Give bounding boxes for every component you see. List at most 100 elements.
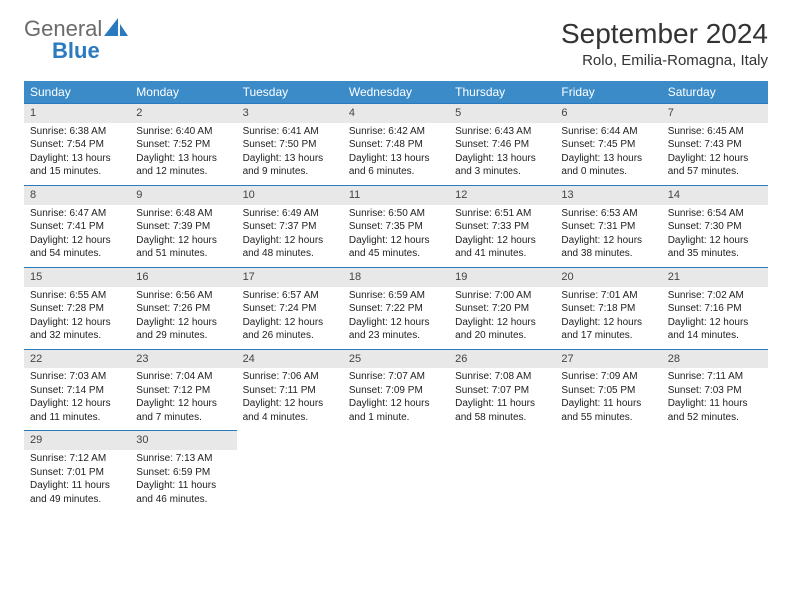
day-number: 18	[343, 268, 449, 287]
daylight-line: Daylight: 12 hours and 51 minutes.	[136, 234, 230, 261]
cell-content: Sunrise: 7:09 AMSunset: 7:05 PMDaylight:…	[555, 370, 661, 424]
calendar-cell: 14Sunrise: 6:54 AMSunset: 7:30 PMDayligh…	[662, 185, 768, 267]
daylight-line: Daylight: 12 hours and 23 minutes.	[349, 316, 443, 343]
sunrise-line: Sunrise: 7:06 AM	[243, 370, 337, 384]
sunrise-line: Sunrise: 7:12 AM	[30, 452, 124, 466]
cell-content: Sunrise: 7:12 AMSunset: 7:01 PMDaylight:…	[24, 452, 130, 506]
calendar-cell: 26Sunrise: 7:08 AMSunset: 7:07 PMDayligh…	[449, 349, 555, 431]
day-number: 24	[237, 350, 343, 369]
cell-content: Sunrise: 6:55 AMSunset: 7:28 PMDaylight:…	[24, 289, 130, 343]
sunrise-line: Sunrise: 7:01 AM	[561, 289, 655, 303]
brand-text: General Blue	[24, 18, 130, 63]
sunrise-line: Sunrise: 6:40 AM	[136, 125, 230, 139]
cell-content: Sunrise: 7:13 AMSunset: 6:59 PMDaylight:…	[130, 452, 236, 506]
cell-content: Sunrise: 7:00 AMSunset: 7:20 PMDaylight:…	[449, 289, 555, 343]
daylight-line: Daylight: 12 hours and 54 minutes.	[30, 234, 124, 261]
daylight-line: Daylight: 12 hours and 41 minutes.	[455, 234, 549, 261]
daylight-line: Daylight: 13 hours and 12 minutes.	[136, 152, 230, 179]
sunrise-line: Sunrise: 6:51 AM	[455, 207, 549, 221]
cell-content: Sunrise: 6:51 AMSunset: 7:33 PMDaylight:…	[449, 207, 555, 261]
sunrise-line: Sunrise: 7:02 AM	[668, 289, 762, 303]
calendar-cell: 9 Sunrise: 6:48 AMSunset: 7:39 PMDaylight…	[130, 185, 236, 267]
cell-content: Sunrise: 6:42 AMSunset: 7:48 PMDaylight:…	[343, 125, 449, 179]
daylight-line: Daylight: 12 hours and 7 minutes.	[136, 397, 230, 424]
calendar-cell: 21Sunrise: 7:02 AMSunset: 7:16 PMDayligh…	[662, 267, 768, 349]
day-number: 28	[662, 350, 768, 369]
calendar-cell: 20Sunrise: 7:01 AMSunset: 7:18 PMDayligh…	[555, 267, 661, 349]
daylight-line: Daylight: 13 hours and 0 minutes.	[561, 152, 655, 179]
sunset-line: Sunset: 7:14 PM	[30, 384, 124, 398]
sunrise-line: Sunrise: 6:54 AM	[668, 207, 762, 221]
sunset-line: Sunset: 7:35 PM	[349, 220, 443, 234]
cell-content: Sunrise: 6:40 AMSunset: 7:52 PMDaylight:…	[130, 125, 236, 179]
cell-content: Sunrise: 7:03 AMSunset: 7:14 PMDaylight:…	[24, 370, 130, 424]
weekday-header: Sunday	[24, 81, 130, 103]
sunrise-line: Sunrise: 6:38 AM	[30, 125, 124, 139]
calendar-cell: 30Sunrise: 7:13 AMSunset: 6:59 PMDayligh…	[130, 430, 236, 512]
cell-content: Sunrise: 6:56 AMSunset: 7:26 PMDaylight:…	[130, 289, 236, 343]
sunrise-line: Sunrise: 7:09 AM	[561, 370, 655, 384]
sunrise-line: Sunrise: 6:59 AM	[349, 289, 443, 303]
daylight-line: Daylight: 13 hours and 15 minutes.	[30, 152, 124, 179]
sunrise-line: Sunrise: 6:55 AM	[30, 289, 124, 303]
calendar-body: 1Sunrise: 6:38 AMSunset: 7:54 PMDaylight…	[24, 103, 768, 512]
calendar-cell: 4 Sunrise: 6:42 AMSunset: 7:48 PMDaylight…	[343, 103, 449, 185]
sunrise-line: Sunrise: 6:45 AM	[668, 125, 762, 139]
day-number: 20	[555, 268, 661, 287]
day-number: 23	[130, 350, 236, 369]
weekday-header: Friday	[555, 81, 661, 103]
sunset-line: Sunset: 7:54 PM	[30, 138, 124, 152]
daylight-line: Daylight: 13 hours and 6 minutes.	[349, 152, 443, 179]
day-number: 9	[130, 186, 236, 205]
weekday-header: Wednesday	[343, 81, 449, 103]
header: General Blue September 2024 Rolo, Emilia…	[24, 18, 768, 69]
sunset-line: Sunset: 7:07 PM	[455, 384, 549, 398]
weekday-header: Saturday	[662, 81, 768, 103]
calendar-cell: 28Sunrise: 7:11 AMSunset: 7:03 PMDayligh…	[662, 349, 768, 431]
daylight-line: Daylight: 12 hours and 14 minutes.	[668, 316, 762, 343]
sunset-line: Sunset: 7:28 PM	[30, 302, 124, 316]
calendar-cell: 29Sunrise: 7:12 AMSunset: 7:01 PMDayligh…	[24, 430, 130, 512]
calendar-cell: 24Sunrise: 7:06 AMSunset: 7:11 PMDayligh…	[237, 349, 343, 431]
daylight-line: Daylight: 12 hours and 38 minutes.	[561, 234, 655, 261]
calendar-cell: 10Sunrise: 6:49 AMSunset: 7:37 PMDayligh…	[237, 185, 343, 267]
day-number: 4	[343, 104, 449, 123]
calendar-cell	[237, 430, 343, 512]
day-number: 2	[130, 104, 236, 123]
day-number: 1	[24, 104, 130, 123]
cell-content: Sunrise: 6:48 AMSunset: 7:39 PMDaylight:…	[130, 207, 236, 261]
sunset-line: Sunset: 7:03 PM	[668, 384, 762, 398]
calendar-cell: 12Sunrise: 6:51 AMSunset: 7:33 PMDayligh…	[449, 185, 555, 267]
sunset-line: Sunset: 7:22 PM	[349, 302, 443, 316]
sunrise-line: Sunrise: 6:42 AM	[349, 125, 443, 139]
calendar-cell: 19Sunrise: 7:00 AMSunset: 7:20 PMDayligh…	[449, 267, 555, 349]
daylight-line: Daylight: 11 hours and 52 minutes.	[668, 397, 762, 424]
cell-content: Sunrise: 7:08 AMSunset: 7:07 PMDaylight:…	[449, 370, 555, 424]
day-number: 25	[343, 350, 449, 369]
calendar-cell: 8Sunrise: 6:47 AMSunset: 7:41 PMDaylight…	[24, 185, 130, 267]
day-number: 16	[130, 268, 236, 287]
sunset-line: Sunset: 7:45 PM	[561, 138, 655, 152]
sunset-line: Sunset: 7:41 PM	[30, 220, 124, 234]
daylight-line: Daylight: 11 hours and 55 minutes.	[561, 397, 655, 424]
sunset-line: Sunset: 7:18 PM	[561, 302, 655, 316]
brand-name-2: Blue	[24, 38, 100, 63]
calendar-cell: 27Sunrise: 7:09 AMSunset: 7:05 PMDayligh…	[555, 349, 661, 431]
day-number: 8	[24, 186, 130, 205]
sunrise-line: Sunrise: 7:13 AM	[136, 452, 230, 466]
day-number: 15	[24, 268, 130, 287]
sunset-line: Sunset: 7:37 PM	[243, 220, 337, 234]
day-number: 13	[555, 186, 661, 205]
sunrise-line: Sunrise: 7:11 AM	[668, 370, 762, 384]
sunset-line: Sunset: 7:30 PM	[668, 220, 762, 234]
sunrise-line: Sunrise: 6:50 AM	[349, 207, 443, 221]
sunrise-line: Sunrise: 6:48 AM	[136, 207, 230, 221]
daylight-line: Daylight: 12 hours and 57 minutes.	[668, 152, 762, 179]
calendar-cell: 1 Sunrise: 6:38 AMSunset: 7:54 PMDaylight…	[24, 103, 130, 185]
sunrise-line: Sunrise: 7:07 AM	[349, 370, 443, 384]
day-number: 17	[237, 268, 343, 287]
sunset-line: Sunset: 7:39 PM	[136, 220, 230, 234]
day-number: 10	[237, 186, 343, 205]
sunset-line: Sunset: 7:26 PM	[136, 302, 230, 316]
calendar-cell: 6Sunrise: 6:44 AMSunset: 7:45 PMDaylight…	[555, 103, 661, 185]
